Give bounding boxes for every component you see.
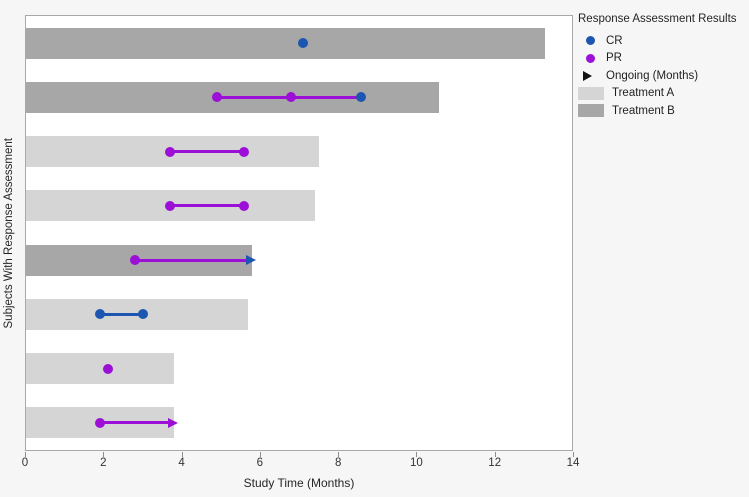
legend-item-label: Treatment A — [612, 87, 675, 100]
x-axis: 0 2 4 6 8 10 12 14 — [21, 452, 579, 474]
x-tick-mark — [338, 452, 340, 457]
cr-marker[interactable] — [95, 309, 106, 320]
legend-item-ongoing-months[interactable]: Ongoing (Months) — [578, 67, 746, 85]
x-tick-mark — [103, 452, 105, 457]
legend-title: Response Assessment Results — [578, 13, 737, 25]
legend-swatch — [578, 86, 604, 100]
x-tick-label: 12 — [488, 457, 502, 469]
x-tick-label: 4 — [178, 457, 185, 469]
x-tick-label: 8 — [334, 457, 342, 469]
legend-item-pr[interactable]: PR — [578, 50, 746, 68]
legend-items: CR PR Ongoing (Months) Treatment A Treatment… — [578, 32, 746, 120]
x-tick-label: 0 — [21, 457, 29, 469]
response-duration-line[interactable] — [100, 312, 143, 316]
ongoing-arrow-icon — [582, 70, 592, 81]
x-tick-mark — [181, 452, 183, 457]
pr-marker[interactable] — [102, 363, 113, 374]
legend-item-label: Treatment B — [612, 104, 675, 117]
pr-marker[interactable] — [165, 146, 176, 157]
response-duration-line[interactable] — [170, 204, 245, 208]
x-tick-label: 14 — [566, 457, 580, 469]
swimmer-bar[interactable] — [26, 353, 175, 385]
response-duration-line[interactable] — [100, 421, 171, 425]
pr-marker[interactable] — [239, 146, 250, 157]
pr-marker[interactable] — [286, 92, 297, 103]
legend-swatch — [578, 104, 604, 118]
legend-item-label: PR — [606, 52, 622, 65]
legend-item-treatment-b[interactable]: Treatment B — [578, 102, 746, 120]
pr-marker[interactable] — [212, 92, 223, 103]
legend-item-cr[interactable]: CR — [578, 32, 746, 50]
cr-dot-icon — [585, 36, 595, 46]
legend-item-label: CR — [606, 34, 623, 47]
pr-marker[interactable] — [130, 255, 141, 266]
pr-marker[interactable] — [95, 417, 106, 428]
cr-marker[interactable] — [138, 309, 148, 320]
response-duration-line[interactable] — [170, 150, 245, 154]
pr-dot-icon — [585, 53, 595, 63]
response-duration-line[interactable] — [135, 258, 253, 262]
y-axis: Subjects With Response Assessment — [0, 15, 18, 451]
x-tick-mark — [25, 452, 26, 457]
plot-area — [25, 15, 573, 451]
x-tick-label: 2 — [100, 457, 107, 469]
ongoing-arrow[interactable] — [246, 255, 257, 266]
legend: Response Assessment Results CR PR Ongoing … — [578, 13, 746, 120]
legend-item-treatment-a[interactable]: Treatment A — [578, 85, 746, 103]
x-tick-mark — [259, 452, 261, 457]
ongoing-arrow[interactable] — [168, 417, 179, 428]
x-tick-mark — [494, 452, 496, 457]
x-tick-label: 10 — [410, 457, 423, 469]
x-tick-label: 6 — [256, 457, 264, 469]
legend-item-label: Ongoing (Months) — [606, 69, 699, 82]
cr-marker[interactable] — [356, 92, 367, 103]
x-tick-mark — [573, 452, 574, 457]
pr-marker[interactable] — [239, 200, 250, 211]
pr-marker[interactable] — [165, 200, 176, 211]
cr-marker[interactable] — [297, 38, 308, 49]
x-tick-mark — [416, 452, 418, 457]
x-axis-label: Study Time (Months) — [243, 476, 355, 490]
swimmer-bar[interactable] — [26, 27, 545, 59]
y-axis-label: Subjects With Response Assessment — [3, 137, 15, 329]
